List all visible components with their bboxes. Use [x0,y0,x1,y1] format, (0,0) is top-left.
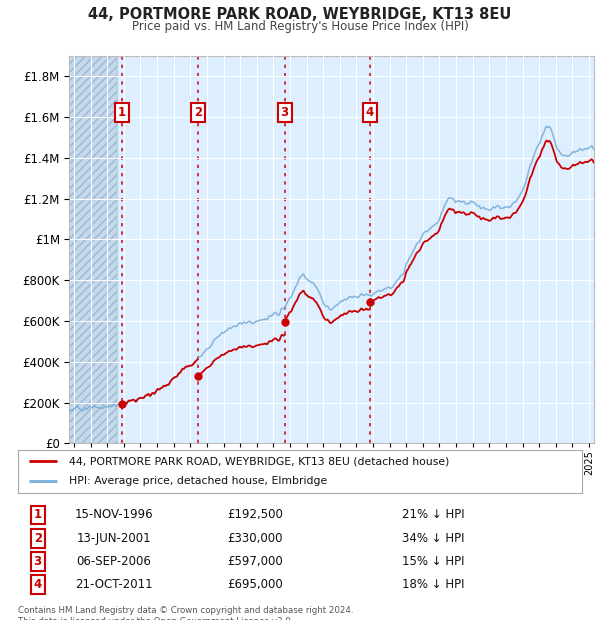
Text: 21-OCT-2011: 21-OCT-2011 [75,578,152,591]
Text: 18% ↓ HPI: 18% ↓ HPI [401,578,464,591]
Text: £192,500: £192,500 [227,508,283,521]
Text: £597,000: £597,000 [227,555,283,568]
Text: 4: 4 [365,107,374,120]
Text: 44, PORTMORE PARK ROAD, WEYBRIDGE, KT13 8EU (detached house): 44, PORTMORE PARK ROAD, WEYBRIDGE, KT13 … [69,456,449,466]
Text: 13-JUN-2001: 13-JUN-2001 [77,532,151,544]
Text: 4: 4 [34,578,42,591]
Text: 15% ↓ HPI: 15% ↓ HPI [401,555,464,568]
Text: 44, PORTMORE PARK ROAD, WEYBRIDGE, KT13 8EU: 44, PORTMORE PARK ROAD, WEYBRIDGE, KT13 … [88,7,512,22]
Text: 2: 2 [34,532,42,544]
Text: £695,000: £695,000 [227,578,283,591]
Text: 15-NOV-1996: 15-NOV-1996 [74,508,153,521]
Text: 2: 2 [194,107,202,120]
Text: Contains HM Land Registry data © Crown copyright and database right 2024.
This d: Contains HM Land Registry data © Crown c… [18,606,353,620]
Text: 06-SEP-2006: 06-SEP-2006 [76,555,151,568]
Text: Price paid vs. HM Land Registry's House Price Index (HPI): Price paid vs. HM Land Registry's House … [131,20,469,33]
Text: 1: 1 [118,107,126,120]
Text: 1: 1 [34,508,42,521]
Text: £330,000: £330,000 [227,532,283,544]
Text: 3: 3 [281,107,289,120]
Text: 21% ↓ HPI: 21% ↓ HPI [401,508,464,521]
Text: HPI: Average price, detached house, Elmbridge: HPI: Average price, detached house, Elmb… [69,476,327,486]
Text: 34% ↓ HPI: 34% ↓ HPI [401,532,464,544]
Text: 3: 3 [34,555,42,568]
